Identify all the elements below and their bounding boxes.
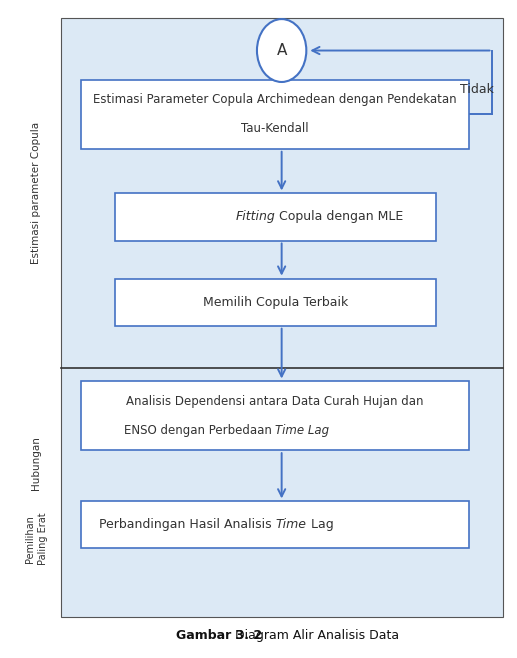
- Text: Time Lag: Time Lag: [275, 424, 329, 437]
- Text: Memilih Copula Terbaik: Memilih Copula Terbaik: [203, 295, 348, 309]
- FancyBboxPatch shape: [60, 18, 503, 617]
- Text: Tidak: Tidak: [460, 84, 494, 96]
- Text: Analisis Dependensi antara Data Curah Hujan dan: Analisis Dependensi antara Data Curah Hu…: [127, 395, 424, 408]
- Text: Gambar 3. 2: Gambar 3. 2: [176, 629, 267, 642]
- Text: Pemilihan
Paling Erat: Pemilihan Paling Erat: [25, 513, 48, 565]
- FancyBboxPatch shape: [81, 501, 469, 549]
- Text: ENSO dengan Perbedaan: ENSO dengan Perbedaan: [124, 424, 275, 437]
- Text: Estimasi Parameter Copula Archimedean dengan Pendekatan: Estimasi Parameter Copula Archimedean de…: [94, 93, 457, 107]
- Text: Diagram Alir Analisis Data: Diagram Alir Analisis Data: [235, 629, 400, 642]
- Text: Lag: Lag: [307, 519, 334, 532]
- Text: Perbandingan Hasil Analisis: Perbandingan Hasil Analisis: [99, 519, 275, 532]
- Text: Time: Time: [275, 519, 306, 532]
- Circle shape: [257, 19, 307, 82]
- Text: Hubungan: Hubungan: [32, 436, 41, 490]
- Text: Estimasi parameter Copula: Estimasi parameter Copula: [32, 122, 41, 264]
- FancyBboxPatch shape: [115, 278, 436, 326]
- Text: Copula dengan MLE: Copula dengan MLE: [275, 211, 403, 224]
- Text: A: A: [277, 43, 287, 58]
- Text: Fitting: Fitting: [235, 211, 275, 224]
- FancyBboxPatch shape: [81, 80, 469, 149]
- FancyBboxPatch shape: [115, 193, 436, 241]
- FancyBboxPatch shape: [81, 382, 469, 450]
- Text: Tau-Kendall: Tau-Kendall: [241, 122, 309, 136]
